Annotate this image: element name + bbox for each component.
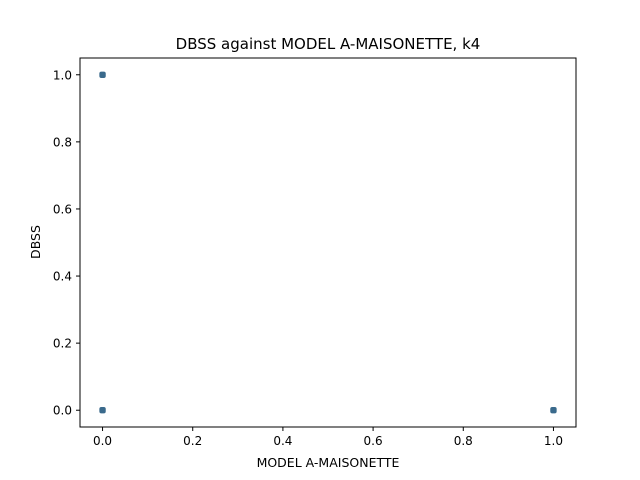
- y-tick-label: 0.4: [53, 270, 72, 284]
- y-tick-label: 0.2: [53, 337, 72, 351]
- x-axis-label: MODEL A-MAISONETTE: [257, 455, 400, 470]
- plot-background: [80, 58, 576, 427]
- data-point: [99, 71, 106, 78]
- x-axis-ticks: 0.0 0.2 0.4 0.6 0.8 1.0: [93, 427, 563, 448]
- data-points: [99, 71, 557, 414]
- data-point: [99, 407, 106, 414]
- y-tick-label: 1.0: [53, 68, 72, 82]
- data-point: [550, 407, 557, 414]
- x-tick-label: 0.4: [273, 434, 292, 448]
- x-tick-label: 1.0: [544, 434, 563, 448]
- plot-frame: [79, 57, 577, 428]
- y-tick-label: 0.0: [53, 404, 72, 418]
- plot-area: [80, 58, 576, 427]
- chart-title: DBSS against MODEL A-MAISONETTE, k4: [176, 35, 481, 53]
- y-tick-label: 0.8: [53, 135, 72, 149]
- x-tick-label: 0.6: [364, 434, 383, 448]
- y-tick-label: 0.6: [53, 202, 72, 216]
- y-axis-label: DBSS: [28, 225, 43, 259]
- x-tick-label: 0.8: [454, 434, 473, 448]
- x-tick-label: 0.2: [183, 434, 202, 448]
- x-tick-label: 0.0: [93, 434, 112, 448]
- y-axis-ticks: 0.0 0.2 0.4 0.6 0.8 1.0: [53, 68, 80, 418]
